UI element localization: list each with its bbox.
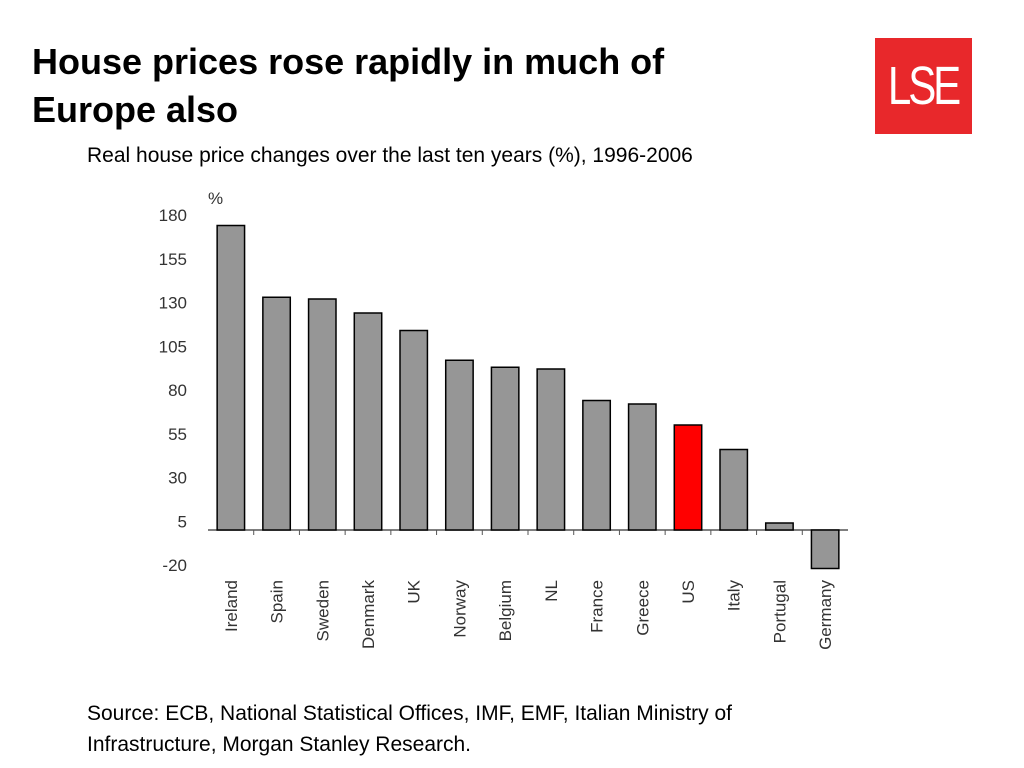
- source-line2: Infrastructure, Morgan Stanley Research.: [87, 733, 472, 756]
- bar-belgium: [490, 366, 520, 531]
- x-tick-label: Spain: [268, 580, 287, 623]
- bar-sweden: [307, 298, 337, 531]
- y-tick-label: -20: [162, 556, 187, 575]
- x-tick-label: Italy: [725, 580, 744, 612]
- chart-subtitle: Real house price changes over the last t…: [87, 144, 693, 167]
- slide-title-line2: Europe also: [32, 89, 239, 130]
- x-tick-label: Belgium: [496, 580, 515, 641]
- bar-italy: [719, 448, 749, 531]
- x-tick-label: UK: [405, 579, 424, 603]
- slide-title: House prices rose rapidly in much of Eur…: [32, 38, 812, 134]
- y-tick-label: 55: [168, 425, 187, 444]
- x-tick-label: France: [588, 580, 607, 633]
- bar-denmark: [353, 312, 383, 531]
- x-tick-label: Germany: [816, 580, 835, 650]
- bar-greece: [627, 403, 657, 531]
- x-tick-label: Portugal: [770, 580, 789, 643]
- slide-title-line1: House prices rose rapidly in much of: [32, 41, 665, 82]
- bar-portugal: [764, 522, 794, 531]
- y-tick-label: 5: [178, 512, 187, 531]
- y-tick-label: 30: [168, 469, 187, 488]
- y-tick-label: 80: [168, 381, 187, 400]
- bar-norway: [444, 359, 474, 531]
- bar-uk: [399, 329, 429, 531]
- x-tick-label: Norway: [450, 580, 469, 638]
- x-tick-label: US: [679, 580, 698, 604]
- source-note: Source: ECB, National Statistical Office…: [87, 698, 907, 760]
- x-tick-label: Denmark: [359, 580, 378, 649]
- bar-nl: [536, 368, 566, 531]
- y-tick-label: 105: [159, 337, 187, 356]
- y-tick-label: 130: [159, 294, 187, 313]
- bar-germany: [810, 529, 840, 570]
- bar-us: [673, 424, 703, 531]
- bar-chart: % 180 155 130 105 80 55 30 5 -20 Ireland Spain Swede…: [159, 189, 848, 650]
- y-tick-label: 155: [159, 250, 187, 269]
- bar-spain: [262, 296, 292, 531]
- x-tick-label: Greece: [633, 580, 652, 636]
- bar-france: [582, 399, 612, 531]
- source-line1: Source: ECB, National Statistical Office…: [87, 702, 732, 725]
- y-tick-label: 180: [159, 206, 187, 225]
- y-axis-label: %: [208, 189, 223, 208]
- bar-ireland: [216, 224, 246, 531]
- x-tick-label: NL: [542, 580, 561, 602]
- lse-logo-text: LSE: [888, 56, 961, 116]
- x-tick-label: Ireland: [222, 580, 241, 632]
- lse-logo: LSE: [875, 38, 972, 134]
- x-tick-label: Sweden: [313, 580, 332, 641]
